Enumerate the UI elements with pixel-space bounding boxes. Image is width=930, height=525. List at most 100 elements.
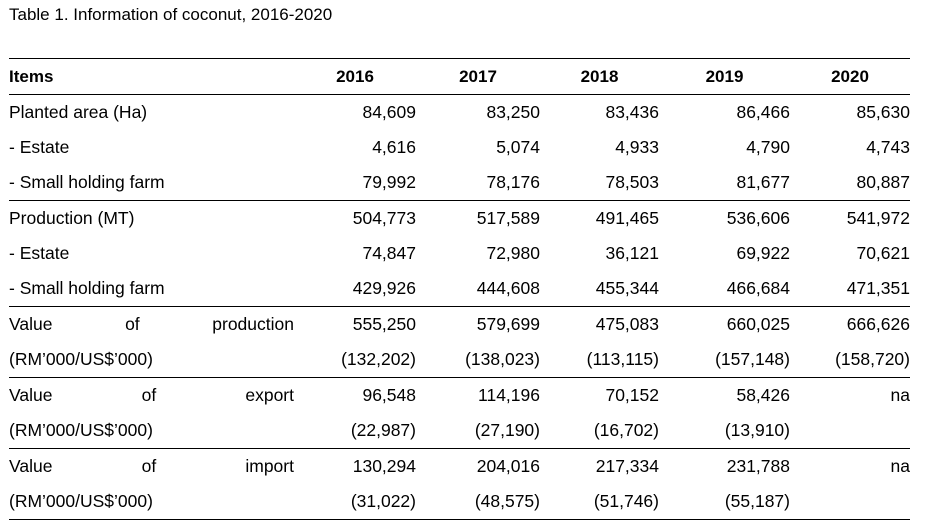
table-cell: 455,344: [595, 278, 659, 298]
label-word: production: [212, 314, 294, 334]
table-cell: 536,606: [659, 200, 790, 236]
label-word: of: [141, 385, 157, 405]
header-year-2018: 2018: [540, 58, 659, 95]
table-cell: 4,790: [746, 137, 790, 157]
table-row: Value of import 130,294 204,016 217,334 …: [9, 448, 910, 484]
table-cell: 204,016: [416, 448, 540, 484]
table-cell: (27,190): [474, 420, 540, 440]
table-cell: 85,630: [856, 102, 910, 122]
header-year-2020: 2020: [790, 58, 910, 95]
table-header-row: Items 2016 2017 2018 2019 2020: [9, 58, 910, 95]
table-cell: 86,466: [736, 102, 790, 122]
table-row: Production (MT) 504,773 517,589 491,465 …: [9, 200, 910, 236]
table-row: Value of production 555,250 579,699 475,…: [9, 306, 910, 342]
table-cell: 504,773: [294, 200, 416, 236]
table-cell: 4,933: [615, 137, 659, 157]
table-cell: 78,503: [605, 172, 659, 192]
table-cell: 80,887: [856, 172, 910, 192]
row-label: (RM’000/US$’000): [9, 484, 294, 520]
table-cell: 58,426: [659, 377, 790, 413]
table-cell: 84,609: [362, 102, 416, 122]
table-cell: (51,746): [540, 484, 659, 520]
table-cell: (157,148): [715, 349, 790, 369]
table-row: - Small holding farm 79,992 78,176 78,50…: [9, 165, 910, 201]
table-cell: 78,176: [486, 172, 540, 192]
table-row: Value of export 96,548 114,196 70,152 58…: [9, 377, 910, 413]
table-cell: (138,023): [465, 349, 540, 369]
table-cell: (55,187): [659, 484, 790, 520]
table-cell: (113,115): [586, 349, 659, 369]
table-cell: 471,351: [846, 278, 910, 298]
table-cell: 79,992: [362, 172, 416, 192]
table-cell: 70,152: [540, 377, 659, 413]
label-word: of: [141, 456, 157, 476]
header-year-2019: 2019: [659, 58, 790, 95]
table-cell: 555,250: [294, 306, 416, 342]
row-label: - Estate: [9, 137, 70, 157]
label-word: export: [245, 385, 294, 405]
table-row: (RM’000/US$’000) (22,987) (27,190) (16,7…: [9, 413, 910, 449]
table-cell: 231,788: [659, 448, 790, 484]
table-cell: 217,334: [540, 448, 659, 484]
table-cell: (16,702): [593, 420, 659, 440]
row-label: (RM’000/US$’000): [9, 349, 153, 369]
table-cell: (158,720): [835, 349, 910, 369]
label-word: Value: [9, 385, 53, 405]
table-row: - Small holding farm 429,926 444,608 455…: [9, 271, 910, 307]
table-cell: 429,926: [352, 278, 416, 298]
table-cell: na: [790, 377, 910, 413]
label-word: Value: [9, 314, 53, 334]
label-word: Value: [9, 456, 53, 476]
table-cell: 466,684: [726, 278, 790, 298]
table-caption: Table 1. Information of coconut, 2016-20…: [9, 5, 333, 24]
row-label: - Small holding farm: [9, 172, 165, 192]
table-cell: 70,621: [856, 243, 910, 263]
table-row: (RM’000/US$’000) (132,202) (138,023) (11…: [9, 342, 910, 378]
table-cell: (132,202): [341, 349, 416, 369]
coconut-info-table: Items 2016 2017 2018 2019 2020 Planted a…: [9, 58, 910, 520]
table-row: (RM’000/US$’000) (31,022) (48,575) (51,7…: [9, 484, 910, 520]
table-cell: 96,548: [294, 377, 416, 413]
table-cell: 517,589: [416, 200, 540, 236]
table-cell: 83,436: [605, 102, 659, 122]
row-label: Planted area (Ha): [9, 102, 148, 122]
table-cell: 5,074: [496, 137, 540, 157]
label-word: import: [245, 456, 294, 476]
table-cell: 81,677: [736, 172, 790, 192]
table-cell: 4,616: [372, 137, 416, 157]
table-cell: [790, 484, 910, 520]
table-cell: 72,980: [486, 243, 540, 263]
table-cell: 114,196: [416, 377, 540, 413]
table-cell: (31,022): [294, 484, 416, 520]
row-label: Production (MT): [9, 200, 294, 236]
table-row: Planted area (Ha) 84,609 83,250 83,436 8…: [9, 95, 910, 131]
table-cell: 69,922: [736, 243, 790, 263]
label-word: of: [125, 314, 140, 334]
table-cell: 83,250: [486, 102, 540, 122]
row-label: Value of production: [9, 306, 294, 342]
row-label: Value of export: [9, 377, 294, 413]
table-cell: (48,575): [416, 484, 540, 520]
table-cell: 541,972: [790, 200, 910, 236]
table-row: - Estate 4,616 5,074 4,933 4,790 4,743: [9, 130, 910, 165]
table-cell: na: [790, 448, 910, 484]
table-cell: 74,847: [362, 243, 416, 263]
header-year-2016: 2016: [294, 58, 416, 95]
table-cell: 130,294: [294, 448, 416, 484]
row-label: (RM’000/US$’000): [9, 420, 153, 440]
table-cell: 4,743: [866, 137, 910, 157]
table-cell: 491,465: [540, 200, 659, 236]
row-label: - Estate: [9, 243, 70, 263]
row-label: Value of import: [9, 448, 294, 484]
header-items: Items: [9, 58, 294, 95]
table-cell: 475,083: [540, 306, 659, 342]
table-cell: 660,025: [659, 306, 790, 342]
row-label: - Small holding farm: [9, 278, 165, 298]
table-cell: 444,608: [476, 278, 540, 298]
header-year-2017: 2017: [416, 58, 540, 95]
table-cell: (22,987): [350, 420, 416, 440]
table-cell: 579,699: [416, 306, 540, 342]
table-cell: (13,910): [724, 420, 790, 440]
table-cell: [790, 413, 910, 449]
table-cell: 36,121: [605, 243, 659, 263]
